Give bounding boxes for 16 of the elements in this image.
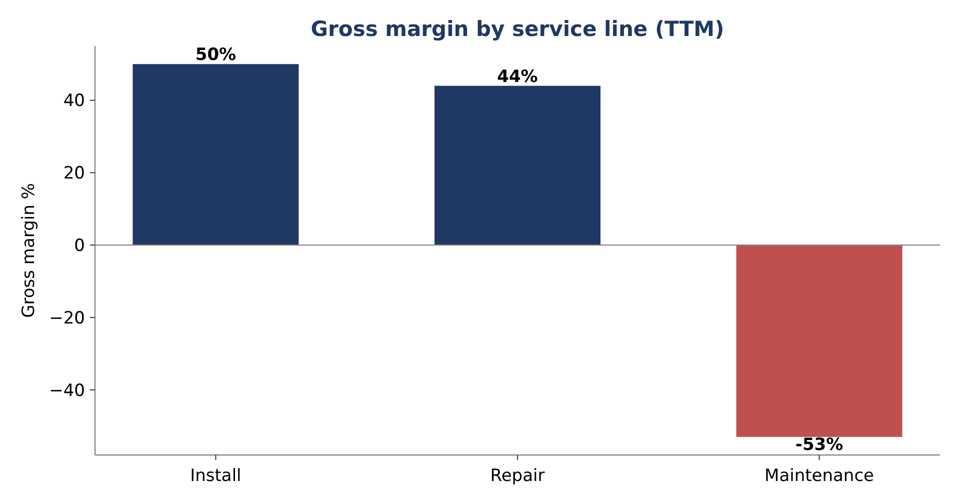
data-label: 44% <box>497 66 538 87</box>
y-axis-title: Gross margin % <box>19 183 39 318</box>
chart-title: Gross margin by service line (TTM) <box>310 17 724 41</box>
y-tick-label: −20 <box>49 308 85 328</box>
bar <box>434 86 600 246</box>
x-tick-label: Maintenance <box>764 466 874 486</box>
y-tick-label: 0 <box>74 236 85 256</box>
y-tick-label: 20 <box>63 164 85 184</box>
x-tick-label: Repair <box>490 466 545 486</box>
bar <box>132 64 299 246</box>
y-tick-label: 40 <box>63 91 85 112</box>
y-tick-label: −40 <box>49 380 85 401</box>
data-label: -53% <box>795 434 844 455</box>
data-label: 50% <box>195 45 236 66</box>
x-tick-label: Install <box>190 466 242 486</box>
bar <box>736 245 902 437</box>
